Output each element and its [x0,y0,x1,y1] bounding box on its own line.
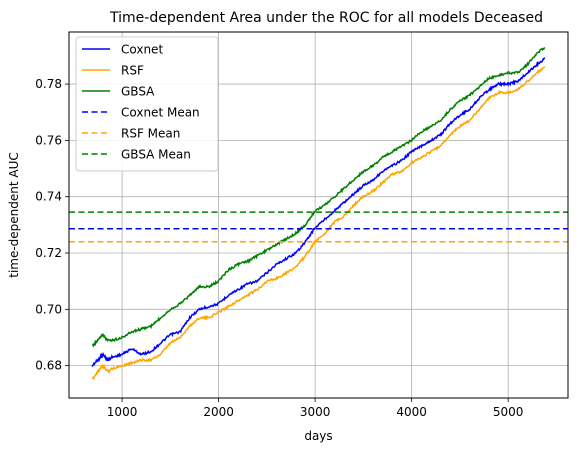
series-layer [69,46,568,381]
legend-label: RSF Mean [121,127,180,141]
axis-ticks: 1000 2000 3000 4000 5000 0.68 0.70 0.72 0.74 0.76… [35,77,523,419]
x-tick-label: 4000 [396,405,427,419]
x-tick-label: 2000 [203,405,234,419]
legend-label: GBSA [121,85,155,99]
chart-title: Time-dependent Area under the ROC for al… [109,10,543,26]
plot-frame [68,31,569,399]
y-tick-label: 0.74 [35,190,62,204]
legend: Coxnet RSF GBSA Coxnet Mean RSF Mean GBSA Mea… [75,36,219,172]
y-tick-label: 0.78 [35,77,62,91]
y-tick-label: 0.72 [35,246,62,260]
x-tick-label: 3000 [300,405,331,419]
series-line-coxnet [91,57,546,368]
series-line-rsf [91,66,545,381]
y-axis-label: time-dependent AUC [7,152,21,278]
legend-label: GBSA Mean [121,148,191,162]
legend-label: Coxnet Mean [121,106,200,120]
legend-box [75,36,219,172]
grid-lines [69,32,568,398]
legend-label: Coxnet [121,43,163,57]
x-tick-label: 5000 [493,405,524,419]
x-tick-label: 1000 [107,405,138,419]
y-tick-label: 0.76 [35,133,62,147]
y-tick-label: 0.70 [35,302,62,316]
series-line-gbsa [91,46,546,348]
legend-label: RSF [121,64,144,78]
x-axis-label: days [304,429,332,443]
y-tick-label: 0.68 [35,359,62,373]
